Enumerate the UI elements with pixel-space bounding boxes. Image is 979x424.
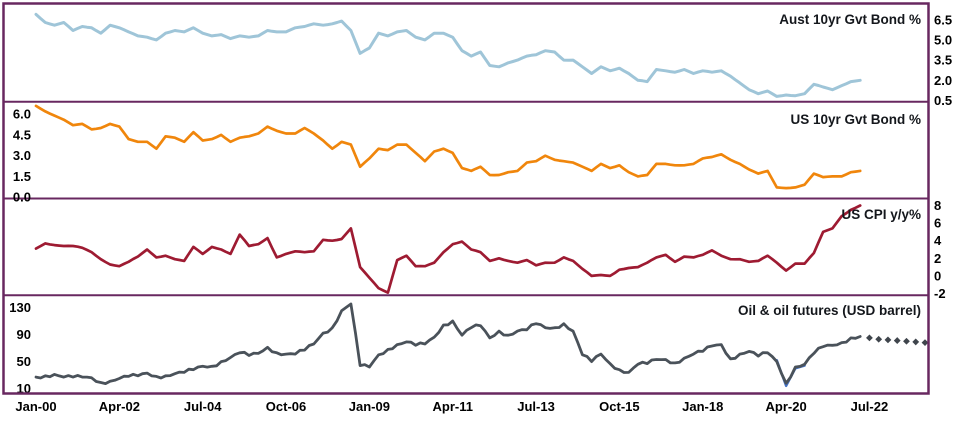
futures-diamond xyxy=(903,337,910,345)
aust-10yr-bond-line xyxy=(34,12,862,98)
chart-border xyxy=(2,2,930,395)
y-axis-tick-label: 2.0 xyxy=(934,73,952,88)
futures-diamond xyxy=(875,335,883,343)
y-axis-tick-label: 4 xyxy=(934,233,942,248)
futures-diamond xyxy=(912,338,920,346)
us-10yr-bond-line xyxy=(34,104,862,190)
x-axis-tick-label: Oct-06 xyxy=(266,399,306,414)
x-axis-tick-label: Jul-22 xyxy=(851,399,889,414)
y-axis-tick-label: 50 xyxy=(17,354,31,369)
x-axis-tick-label: Apr-11 xyxy=(432,399,472,414)
x-axis-tick-label: Apr-20 xyxy=(766,399,807,414)
y-axis-tick-label: 2 xyxy=(934,251,941,266)
y-axis-tick-label: 130 xyxy=(9,300,31,315)
futures-diamond xyxy=(884,336,892,344)
x-axis-tick-label: Jan-00 xyxy=(15,399,56,414)
panel-title-us-10yr-bond: US 10yr Gvt Bond % xyxy=(790,112,921,127)
x-axis-tick-label: Jul-13 xyxy=(517,399,555,414)
us-cpi-line xyxy=(34,204,862,294)
x-axis-tick-label: Apr-02 xyxy=(99,399,140,414)
y-axis-tick-label: 6.0 xyxy=(13,107,31,122)
y-axis-tick-label: -2 xyxy=(934,286,946,301)
y-axis-tick-label: 3.0 xyxy=(13,148,31,163)
y-axis-tick-label: 1.5 xyxy=(13,169,31,184)
oil-line xyxy=(34,302,862,385)
y-axis-tick-label: 4.5 xyxy=(13,127,31,142)
y-axis-tick-label: 6.5 xyxy=(934,12,952,27)
futures-diamond xyxy=(866,334,873,342)
y-axis-tick-label: 5.0 xyxy=(934,32,952,47)
futures-diamond xyxy=(893,337,901,344)
x-axis-tick-label: Jan-09 xyxy=(349,399,390,414)
futures-diamond xyxy=(921,339,929,347)
panel-title-aust-10yr-bond: Aust 10yr Gvt Bond % xyxy=(779,12,921,27)
y-axis-tick-label: 8 xyxy=(934,198,941,213)
y-axis-tick-label: 6 xyxy=(934,216,941,231)
y-axis-tick-label: 0 xyxy=(934,268,941,283)
x-axis-tick-label: Jul-04 xyxy=(184,399,222,414)
y-axis-tick-label: 0.0 xyxy=(13,190,31,205)
y-axis-tick-label: 0.5 xyxy=(934,93,952,108)
x-axis-tick-label: Oct-15 xyxy=(599,399,639,414)
y-axis-tick-label: 90 xyxy=(17,327,31,342)
x-axis-tick-label: Jan-18 xyxy=(682,399,723,414)
panel-title-oil-futures: Oil & oil futures (USD barrel) xyxy=(737,303,921,318)
panel-title-us-cpi: US CPI y/y% xyxy=(841,207,921,222)
y-axis-tick-label: 3.5 xyxy=(934,53,952,68)
